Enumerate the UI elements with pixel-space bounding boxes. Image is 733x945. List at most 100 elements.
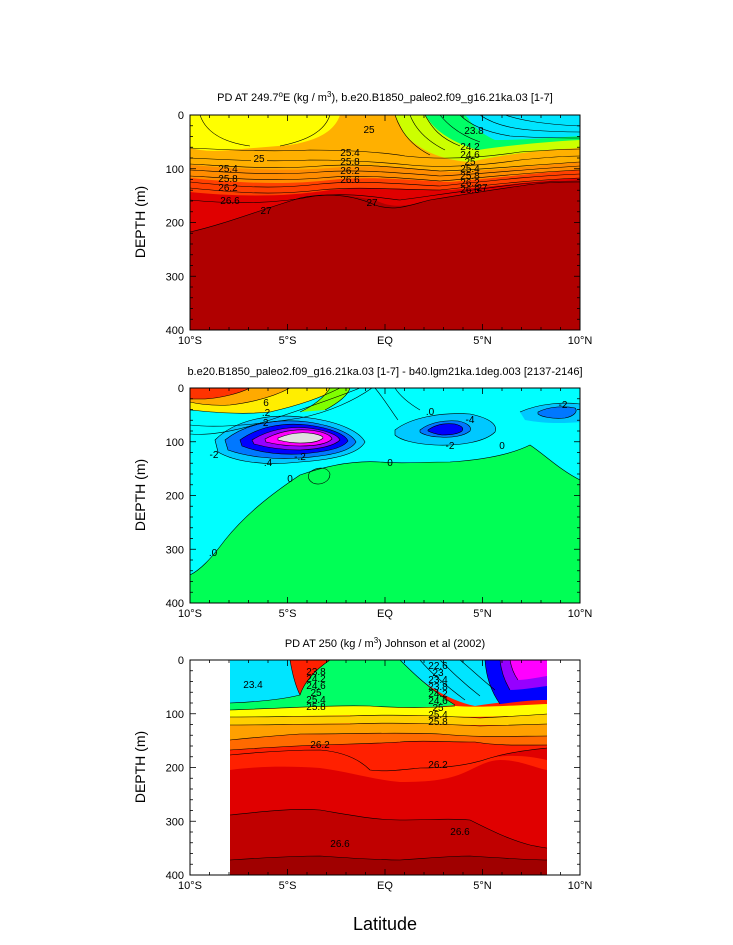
p2-clabel: .0	[426, 407, 435, 418]
x-tick-label: 5°N	[473, 335, 492, 347]
p1-clabel: 23.8	[464, 126, 484, 137]
p2-clabel: -2	[260, 418, 269, 429]
p3-clabel: 25.4	[306, 695, 326, 706]
x-tick-label: 10°S	[178, 608, 202, 620]
panel-2-contours	[190, 388, 580, 576]
y-tick-label: 200	[166, 763, 184, 775]
p3-clabel: 25	[310, 688, 322, 699]
y-tick-label: 400	[166, 598, 184, 610]
x-tick-label: 5°N	[473, 880, 492, 892]
panel-2-region-eq-blue3	[428, 423, 463, 435]
panel-3-region-red4	[230, 856, 547, 875]
p2-clabel: 0	[499, 441, 505, 452]
p2-clabel: -.2	[294, 452, 306, 463]
p2-clabel: -2	[210, 450, 219, 461]
p2-clabel: -2	[559, 400, 568, 411]
x-tick-label: 5°S	[279, 880, 297, 892]
panel-3-region-gold	[230, 714, 547, 726]
p1-clabel: 26.2	[340, 166, 360, 177]
y-tick-label: 200	[166, 491, 184, 503]
p2-clabel: 6	[263, 398, 269, 409]
panel-1-region-yellow	[190, 115, 340, 151]
p3-clabel: 23.4	[428, 675, 448, 686]
p1-clabel: 24.6	[460, 150, 480, 161]
p1-clabel: 24.2	[460, 142, 480, 153]
panel-2-field: 6 .2 -2 .4 -.2 -2 0 0 .0 -4 -2 0 -2 0 .0	[190, 388, 580, 603]
p3-clabel: 24.6	[428, 696, 448, 707]
p1-clabel: 25	[253, 154, 265, 165]
y-tick-label: 300	[166, 816, 184, 828]
p3-clabel: 26.6	[330, 839, 350, 850]
panel-3-field: 23.4 23.8 24.2 24.6 25 25.4 25.8 26.2 22…	[229, 660, 548, 875]
p1-clabel: 25.8	[340, 157, 360, 168]
panel-3-region-cyan	[230, 660, 547, 706]
panel-3-region-yellow	[230, 704, 547, 717]
panel-1-contours	[190, 115, 580, 233]
panel-1-region-darkred	[190, 182, 580, 330]
x-tick-label: 10°N	[568, 608, 593, 620]
panel-3-contours	[229, 660, 548, 861]
p1-clabel: 25.8	[460, 171, 480, 182]
p1-clabel: 26.6	[340, 175, 360, 186]
panel-2-contour-labels: 6 .2 -2 .4 -.2 -2 0 0 .0 -4 -2 0 -2 0 .0	[209, 398, 568, 559]
panel-2-region-white	[278, 432, 323, 443]
y-tick-label: 300	[166, 544, 184, 556]
p3-clabel: 25.8	[428, 717, 448, 728]
y-tick-label: 200	[166, 218, 184, 230]
y-tick-label: 0	[178, 110, 184, 122]
p1-clabel: 25.4	[340, 148, 360, 159]
panel-1-region-cyan	[465, 115, 580, 140]
p1-clabel: 27	[260, 206, 272, 217]
y-tick-label: 100	[166, 709, 184, 721]
p1-clabel: 25.4	[460, 164, 480, 175]
p3-clabel: 24.2	[306, 674, 326, 685]
p3-clabel: 24.6	[306, 681, 326, 692]
figure-xlabel: Latitude	[353, 914, 417, 934]
p3-clabel: 25.4	[428, 710, 448, 721]
x-tick-label: 10°N	[568, 335, 593, 347]
panel-3-contour-labels: 23.4 23.8 24.2 24.6 25 25.4 25.8 26.2 22…	[243, 661, 470, 850]
panel-3-title: PD AT 250 (kg / m3) Johnson et al (2002)	[285, 636, 485, 650]
x-tick-label: 10°N	[568, 880, 593, 892]
panel-1-title: PD AT 249.7oE (kg / m3), b.e20.B1850_pal…	[217, 90, 553, 104]
panel-3-ylabel: DEPTH (m)	[132, 731, 148, 803]
panel-2-region-red	[190, 388, 250, 399]
panel-2-region-green-top	[300, 388, 350, 412]
panel-2-region-lens	[308, 468, 330, 484]
p3-clabel: 25.8	[306, 702, 326, 713]
p1-clabel: 27	[366, 198, 378, 209]
p3-clabel: 22.6	[428, 661, 448, 672]
panel-2-title: b.e20.B1850_paleo2.f09_g16.21ka.03 [1-7]…	[187, 366, 582, 378]
p1-clabel: 25.8	[218, 174, 238, 185]
p3-clabel: 26.2	[428, 760, 448, 771]
y-tick-label: 100	[166, 437, 184, 449]
panel-1: PD AT 249.7oE (kg / m3), b.e20.B1850_pal…	[132, 90, 592, 347]
p2-clabel: 0	[387, 458, 393, 469]
p1-clabel: 25	[363, 125, 375, 136]
panel-1-contour-labels: 25 25 25.4 25.8 26.2 26.6 27 25.4 25.8 2…	[218, 124, 488, 217]
y-tick-label: 100	[166, 164, 184, 176]
panel-3-region-red-mid	[230, 750, 547, 782]
p3-clabel: 23.8	[428, 682, 448, 693]
panel-2-region-east-blue2	[538, 406, 577, 419]
p3-clabel: 23.4	[243, 680, 263, 691]
x-tick-label: 5°S	[279, 335, 297, 347]
panel-3-region-green	[230, 660, 455, 710]
panel-1-field: 25 25 25.4 25.8 26.2 26.6 27 25.4 25.8 2…	[190, 115, 580, 330]
p2-clabel: .2	[262, 408, 271, 419]
p1-clabel: 26.2	[218, 183, 238, 194]
panel-3: PD AT 250 (kg / m3) Johnson et al (2002)	[132, 636, 592, 892]
y-tick-label: 300	[166, 271, 184, 283]
x-tick-label: EQ	[377, 880, 393, 892]
p2-clabel: -4	[466, 415, 475, 426]
p1-clabel: 26.6	[460, 185, 480, 196]
y-tick-label: 0	[178, 383, 184, 395]
p3-clabel: 23.8	[306, 667, 326, 678]
x-tick-label: 5°N	[473, 608, 492, 620]
panel-2: b.e20.B1850_paleo2.f09_g16.21ka.03 [1-7]…	[132, 366, 592, 620]
x-tick-label: 5°S	[279, 608, 297, 620]
p1-clabel: 26.2	[460, 178, 480, 189]
p1-clabel: 25	[464, 157, 476, 168]
p2-clabel: .0	[209, 548, 218, 559]
